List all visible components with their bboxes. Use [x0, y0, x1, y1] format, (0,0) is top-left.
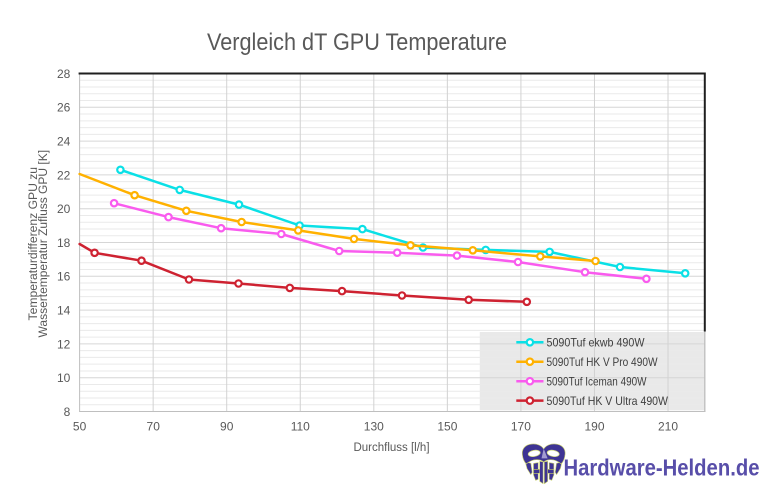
svg-text:Wassertemperatur Zufluss GPU [: Wassertemperatur Zufluss GPU [K] [38, 150, 50, 338]
svg-text:16: 16 [57, 270, 71, 284]
svg-text:130: 130 [364, 420, 384, 434]
svg-text:5090Tuf Iceman 490W: 5090Tuf Iceman 490W [547, 374, 648, 388]
svg-text:210: 210 [658, 420, 678, 434]
svg-text:90: 90 [220, 420, 234, 434]
svg-text:10: 10 [57, 371, 71, 385]
svg-text:5090Tuf ekwb 490W: 5090Tuf ekwb 490W [547, 336, 646, 350]
svg-text:22: 22 [57, 168, 71, 182]
svg-text:170: 170 [511, 420, 531, 434]
svg-text:12: 12 [57, 337, 71, 351]
svg-text:Temperaturdifferenz GPU zu: Temperaturdifferenz GPU zu [28, 167, 40, 321]
svg-text:Durchfluss [l/h]: Durchfluss [l/h] [353, 442, 429, 454]
svg-text:50: 50 [73, 420, 87, 434]
svg-text:5090Tuf HK V Ultra 490W: 5090Tuf HK V Ultra 490W [547, 394, 669, 408]
svg-text:Hardware-Helden.de: Hardware-Helden.de [564, 454, 760, 480]
svg-text:28: 28 [57, 67, 71, 81]
svg-text:14: 14 [57, 304, 71, 318]
svg-text:18: 18 [57, 236, 71, 250]
svg-text:24: 24 [57, 135, 71, 149]
svg-text:20: 20 [57, 202, 71, 216]
svg-text:26: 26 [57, 101, 71, 115]
svg-text:Vergleich dT GPU Temperature: Vergleich dT GPU Temperature [207, 29, 507, 56]
svg-text:5090Tuf HK V Pro 490W: 5090Tuf HK V Pro 490W [547, 355, 659, 369]
svg-text:110: 110 [291, 420, 310, 434]
svg-text:8: 8 [64, 405, 71, 419]
svg-text:150: 150 [437, 420, 457, 434]
svg-text:190: 190 [584, 420, 604, 434]
svg-text:70: 70 [147, 420, 161, 434]
